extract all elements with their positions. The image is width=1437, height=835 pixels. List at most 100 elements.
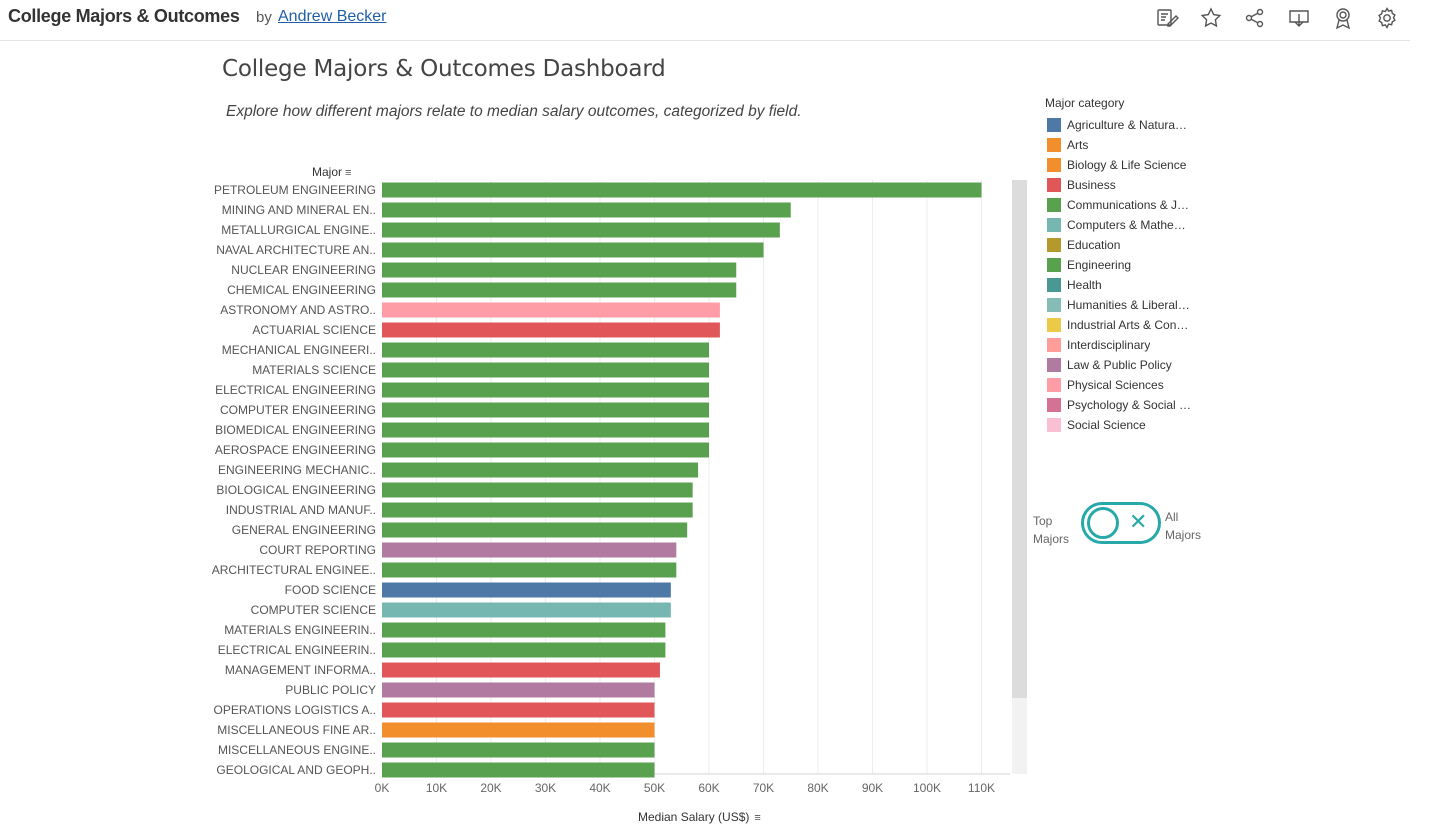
legend-item[interactable]: Agriculture & Natura… [1047,115,1207,135]
legend-item[interactable]: Industrial Arts & Con… [1047,315,1207,335]
legend-item[interactable]: Biology & Life Science [1047,155,1207,175]
sort-icon[interactable]: ≡ [345,167,352,179]
legend-item[interactable]: Arts [1047,135,1207,155]
legend-swatch [1047,138,1061,152]
x-axis-title-text: Median Salary (US$) [638,810,750,824]
legend-swatch [1047,338,1061,352]
bar[interactable] [382,562,677,578]
scrollbar-thumb[interactable] [1012,180,1027,698]
y-tick-label: GEOLOGICAL AND GEOPH.. [216,763,376,777]
bar[interactable] [382,262,737,278]
legend-item[interactable]: Physical Sciences [1047,375,1207,395]
bar[interactable] [382,742,655,758]
x-icon: ✕ [1129,509,1148,534]
legend-item[interactable]: Humanities & Liberal… [1047,295,1207,315]
star-icon[interactable] [1199,6,1223,30]
toggle-knob[interactable] [1087,507,1119,539]
bar[interactable] [382,642,666,658]
award-icon[interactable] [1331,6,1355,30]
bar[interactable] [382,362,709,378]
legend-item[interactable]: Psychology & Social … [1047,395,1207,415]
legend-item[interactable]: Education [1047,235,1207,255]
legend-item[interactable]: Communications & J… [1047,195,1207,215]
top-bar: College Majors & Outcomes by Andrew Beck… [0,0,1410,41]
legend-item[interactable]: Engineering [1047,255,1207,275]
bar[interactable] [382,482,693,498]
author-link[interactable]: Andrew Becker [278,8,387,25]
bar[interactable] [382,382,709,398]
bar[interactable] [382,682,655,698]
legend-swatch [1047,378,1061,392]
y-tick-label: MANAGEMENT INFORMA.. [225,663,376,677]
y-tick-label: MISCELLANEOUS FINE AR.. [217,723,376,737]
gear-icon[interactable] [1375,6,1399,30]
y-tick-label: GENERAL ENGINEERING [232,523,376,537]
bar[interactable] [382,222,780,238]
download-icon[interactable] [1287,6,1311,30]
bar[interactable] [382,282,737,298]
bar[interactable] [382,622,666,638]
legend-swatch [1047,298,1061,312]
legend-item[interactable]: Social Science [1047,415,1207,435]
bar[interactable] [382,302,720,318]
y-tick-label: ELECTRICAL ENGINEERING [215,383,376,397]
y-tick-label: MATERIALS SCIENCE [252,363,376,377]
bar[interactable] [382,242,764,258]
legend-swatch [1047,198,1061,212]
bar[interactable] [382,602,671,618]
y-tick-label: ASTRONOMY AND ASTRO.. [220,303,376,317]
bar[interactable] [382,582,671,598]
toggle-right-line1: All [1165,510,1179,524]
x-tick-label: 50K [644,781,665,795]
y-tick-label: OPERATIONS LOGISTICS A.. [214,703,376,717]
x-tick-label: 20K [480,781,501,795]
bar[interactable] [382,322,720,338]
bar[interactable] [382,722,655,738]
y-tick-label: ACTUARIAL SCIENCE [252,323,376,337]
bar-chart: 0K 10K 20K 30K 40K 50K 60K 70K 80K 90K 100K 110K PET… [212,180,1010,795]
y-tick-label: COMPUTER SCIENCE [251,603,376,617]
legend-label: Computers & Mathe… [1067,218,1186,232]
chart-scrollbar[interactable] [1012,180,1027,774]
toggle-left-label: Top Majors [1033,512,1069,548]
y-tick-label: PUBLIC POLICY [285,683,376,697]
top-all-majors-toggle[interactable]: ✕ [1081,502,1161,544]
bar[interactable] [382,342,709,358]
y-axis-title[interactable]: Major ≡ [312,165,351,179]
legend-item[interactable]: Health [1047,275,1207,295]
bar[interactable] [382,662,660,678]
bar[interactable] [382,422,709,438]
legend-item[interactable]: Computers & Mathe… [1047,215,1207,235]
legend-label: Arts [1067,138,1089,152]
dashboard-title: College Majors & Outcomes Dashboard [222,56,666,82]
bar[interactable] [382,462,699,478]
x-axis-title[interactable]: Median Salary (US$) ≡ [638,810,761,824]
y-tick-label: METALLURGICAL ENGINE.. [221,223,376,237]
legend-label: Health [1067,278,1102,292]
bar[interactable] [382,702,655,718]
legend-label: Industrial Arts & Con… [1067,318,1189,332]
bar[interactable] [382,202,791,218]
sort-icon[interactable]: ≡ [754,812,761,824]
x-tick-label: 0K [375,781,390,795]
y-tick-label: NUCLEAR ENGINEERING [231,263,376,277]
share-icon[interactable] [1243,6,1267,30]
bar[interactable] [382,522,688,538]
legend-swatch [1047,418,1061,432]
bar[interactable] [382,762,655,778]
bar[interactable] [382,182,982,198]
legend: Agriculture & Natura… Arts Biology & Life … [1047,115,1207,435]
bar[interactable] [382,502,693,518]
bar[interactable] [382,542,677,558]
bar[interactable] [382,402,709,418]
legend-swatch [1047,158,1061,172]
x-tick-label: 30K [535,781,556,795]
legend-item[interactable]: Business [1047,175,1207,195]
bar[interactable] [382,442,709,458]
legend-item[interactable]: Interdisciplinary [1047,335,1207,355]
x-tick-label: 80K [807,781,828,795]
y-tick-label: BIOLOGICAL ENGINEERING [216,483,376,497]
y-tick-label: CHEMICAL ENGINEERING [227,283,376,297]
legend-item[interactable]: Law & Public Policy [1047,355,1207,375]
edit-icon[interactable] [1155,6,1179,30]
